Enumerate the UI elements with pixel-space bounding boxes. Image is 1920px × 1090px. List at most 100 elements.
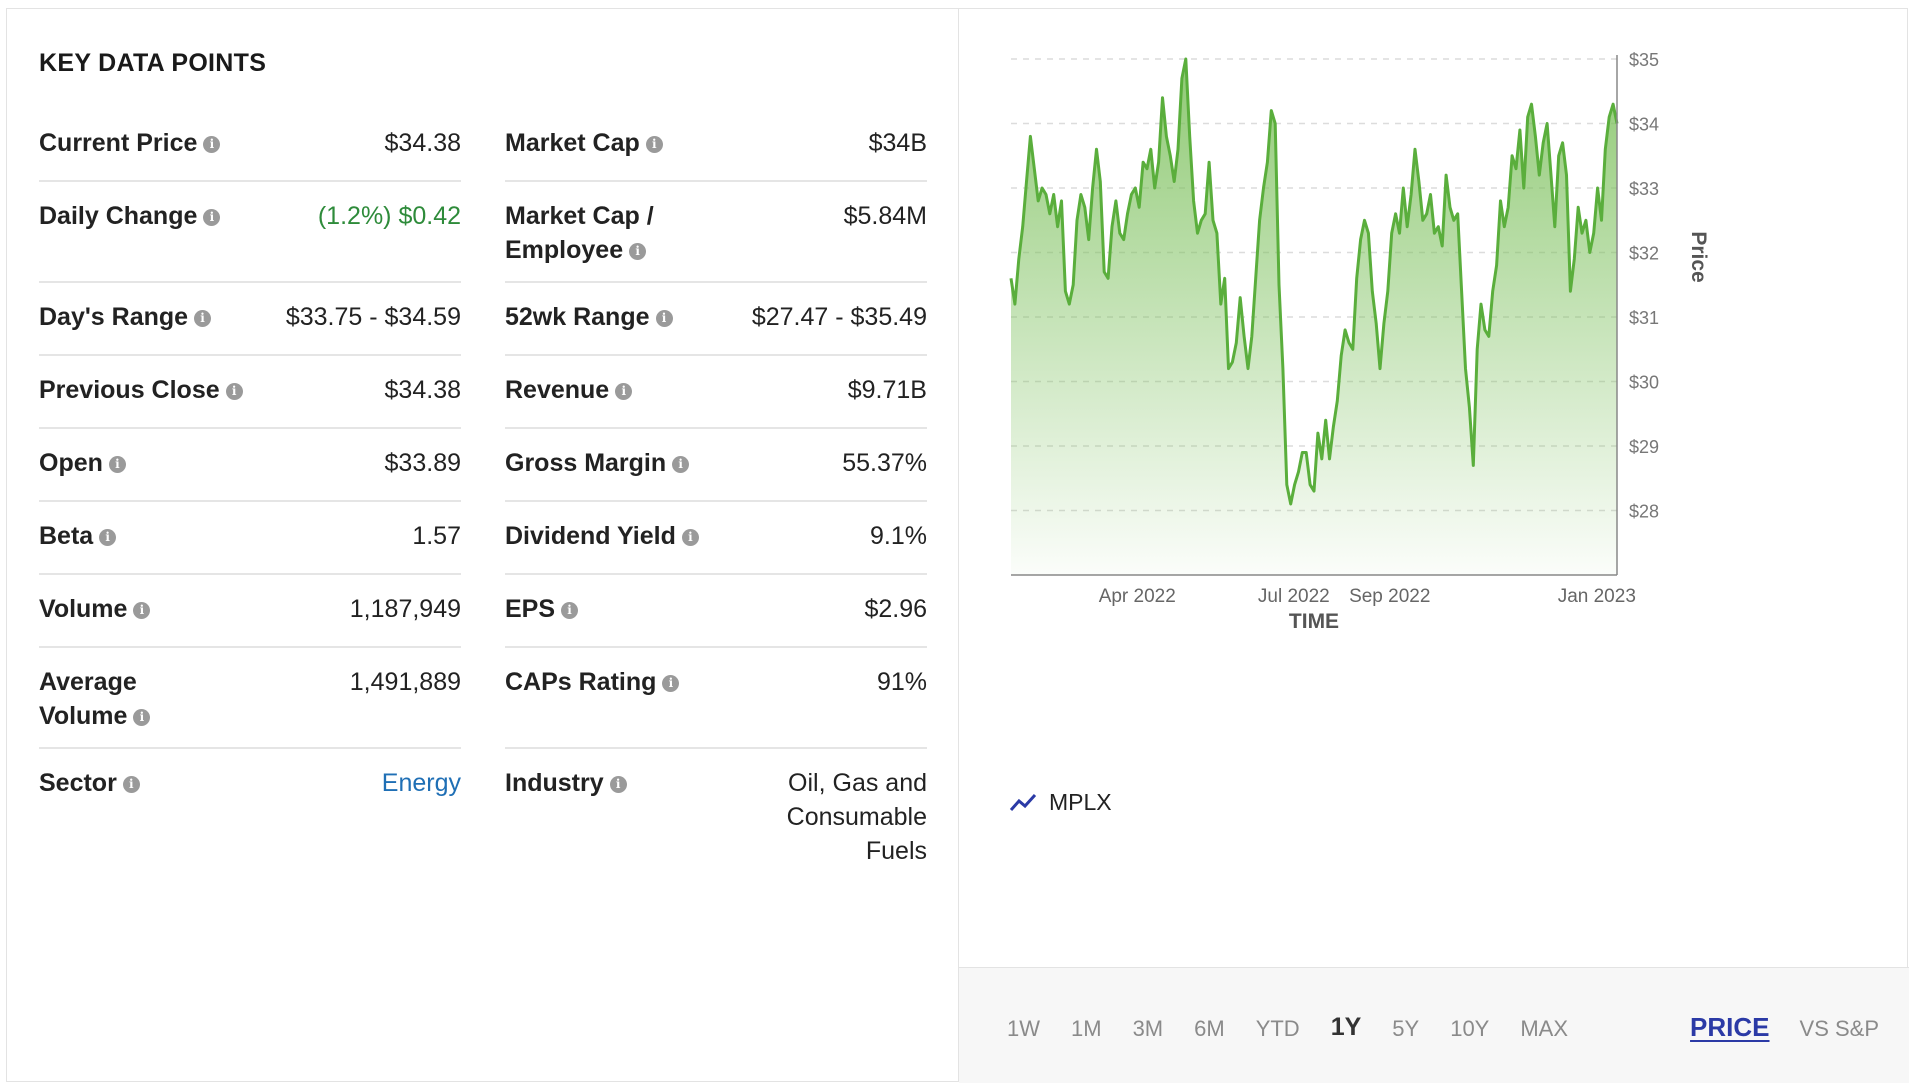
data-value: Oil, Gas and Consumable Fuels [786, 769, 927, 865]
range-button-3m[interactable]: 3M [1132, 1016, 1164, 1041]
data-row-gross-margin: Gross Margin i 55.37% [505, 429, 927, 502]
info-icon[interactable]: i [561, 602, 579, 619]
data-row-industry: Industry i Oil, Gas and Consumable Fuels [505, 749, 927, 889]
info-icon[interactable]: i [203, 136, 221, 153]
x-tick-label: Sep 2022 [1349, 586, 1430, 607]
data-label-text: Gross Margin [505, 449, 667, 477]
data-label-text: EPS [505, 595, 556, 623]
data-label: Sector i [39, 749, 140, 800]
data-value: $27.47 - $35.49 [751, 303, 927, 331]
mode-button-price[interactable]: PRICE [1690, 1012, 1770, 1042]
data-label: EPS i [505, 575, 579, 626]
data-value: 1.57 [412, 522, 461, 550]
x-axis-title: TIME [1289, 610, 1339, 633]
range-button-ytd[interactable]: YTD [1255, 1016, 1300, 1041]
range-button-1m[interactable]: 1M [1071, 1016, 1102, 1041]
data-row-market-cap-employee: Market Cap / Employee i $5.84M [505, 182, 927, 283]
info-icon[interactable]: i [122, 776, 140, 793]
data-label: Dividend Yield i [505, 502, 699, 553]
data-label: Beta i [39, 502, 117, 553]
range-button-5y[interactable]: 5Y [1392, 1016, 1420, 1041]
range-button-1w[interactable]: 1W [1007, 1016, 1040, 1041]
info-icon[interactable]: i [672, 456, 690, 473]
data-value: 91% [876, 668, 927, 696]
x-tick-label: Jul 2022 [1258, 586, 1330, 607]
y-tick-label: $35 [1629, 50, 1659, 70]
data-label: Market Cap / Employee i [505, 182, 655, 267]
data-label: Gross Margin i [505, 429, 690, 480]
data-label-text: Day's Range [39, 303, 189, 331]
range-button-6m[interactable]: 6M [1194, 1016, 1225, 1041]
y-tick-label: $29 [1629, 437, 1659, 457]
info-icon[interactable]: i [108, 456, 126, 473]
data-label: Revenue i [505, 356, 633, 407]
data-value: 1,187,949 [349, 595, 461, 623]
data-label: Market Cap i [505, 109, 663, 160]
data-row-current-price: Current Price i $34.38 [39, 109, 461, 182]
data-row-52wk-range: 52wk Range i $27.47 - $35.49 [505, 283, 927, 356]
price-chart: $28 $29 $30 $31 $32 $33 $34 $35 Apr 2022 Jul 2022… [1009, 50, 1710, 633]
data-label: Volume i [39, 575, 151, 626]
key-data-right-column: Market Cap i $34B Market Cap / Employee i $5.… [505, 109, 927, 889]
range-button-1y[interactable]: 1Y [1330, 1013, 1362, 1041]
data-label: 52wk Range i [505, 283, 673, 334]
time-range-selector: 1W 1M 3M 6M YTD 1Y 5Y 10Y MAX [1007, 1013, 1599, 1042]
data-row-average-volume: Average Volume i 1,491,889 [39, 648, 461, 749]
y-axis-title: Price [1687, 231, 1710, 282]
data-label-text: Beta [39, 522, 94, 550]
data-row-market-cap: Market Cap i $34B [505, 109, 927, 182]
data-value: $34.38 [384, 376, 461, 404]
data-value: $33.75 - $34.59 [285, 303, 461, 331]
chart-panel: $28 $29 $30 $31 $32 $33 $34 $35 Apr 2022 Jul 2022… [959, 9, 1909, 1083]
chart-legend[interactable]: MPLX [1009, 789, 1112, 816]
data-row-daily-change: Daily Change i (1.2%) $0.42 [39, 182, 461, 283]
data-label-text: Sector [39, 769, 117, 797]
data-label: Previous Close i [39, 356, 243, 407]
data-label-text: Market Cap / Employee [505, 202, 654, 264]
y-tick-label: $32 [1629, 244, 1659, 264]
data-value[interactable]: Energy [381, 769, 461, 797]
info-icon[interactable]: i [133, 709, 151, 726]
info-icon[interactable]: i [194, 310, 212, 327]
range-button-max[interactable]: MAX [1520, 1016, 1569, 1041]
key-data-card: KEY DATA POINTS Current Price i $34.38 Dail… [6, 8, 1909, 1083]
range-button-10y[interactable]: 10Y [1450, 1016, 1490, 1041]
info-icon[interactable]: i [655, 310, 673, 327]
data-row-open: Open i $33.89 [39, 429, 461, 502]
data-value: $34.38 [384, 129, 461, 157]
info-icon[interactable]: i [662, 675, 680, 692]
info-icon[interactable]: i [681, 529, 699, 546]
data-row-caps-rating: CAPs Rating i 91% [505, 648, 927, 749]
info-icon[interactable]: i [615, 383, 633, 400]
data-label-text: Daily Change [39, 202, 198, 230]
key-data-left-column: Current Price i $34.38 Daily Change i (1.2%) … [39, 109, 461, 889]
data-label-text: Open [39, 449, 103, 477]
data-value: $33.89 [384, 449, 461, 477]
info-icon[interactable]: i [99, 529, 117, 546]
info-icon[interactable]: i [609, 776, 627, 793]
data-value: 55.37% [842, 449, 927, 477]
data-label-text: Revenue [505, 376, 610, 404]
data-label-text: Industry [505, 769, 604, 797]
y-tick-label: $28 [1629, 502, 1659, 522]
info-icon[interactable]: i [645, 136, 663, 153]
y-tick-label: $34 [1629, 115, 1659, 135]
data-label: Daily Change i [39, 182, 221, 233]
info-icon[interactable]: i [203, 209, 221, 226]
data-label-text: Current Price [39, 129, 198, 157]
data-label-text: Market Cap [505, 129, 640, 157]
data-label-text: Dividend Yield [505, 522, 676, 550]
info-icon[interactable]: i [629, 243, 647, 260]
price-area [1011, 59, 1617, 575]
data-value: 1,491,889 [349, 668, 461, 696]
data-row-previous-close: Previous Close i $34.38 [39, 356, 461, 429]
data-row-dividend-yield: Dividend Yield i 9.1% [505, 502, 927, 575]
data-label: Open i [39, 429, 126, 480]
info-icon[interactable]: i [225, 383, 243, 400]
data-row-sector: Sector i Energy [39, 749, 461, 889]
data-value: 9.1% [870, 522, 927, 550]
data-label: Industry i [505, 749, 627, 800]
mode-button-vs-s-p[interactable]: VS S&P [1799, 1016, 1879, 1041]
info-icon[interactable]: i [133, 602, 151, 619]
y-tick-label: $30 [1629, 373, 1659, 393]
